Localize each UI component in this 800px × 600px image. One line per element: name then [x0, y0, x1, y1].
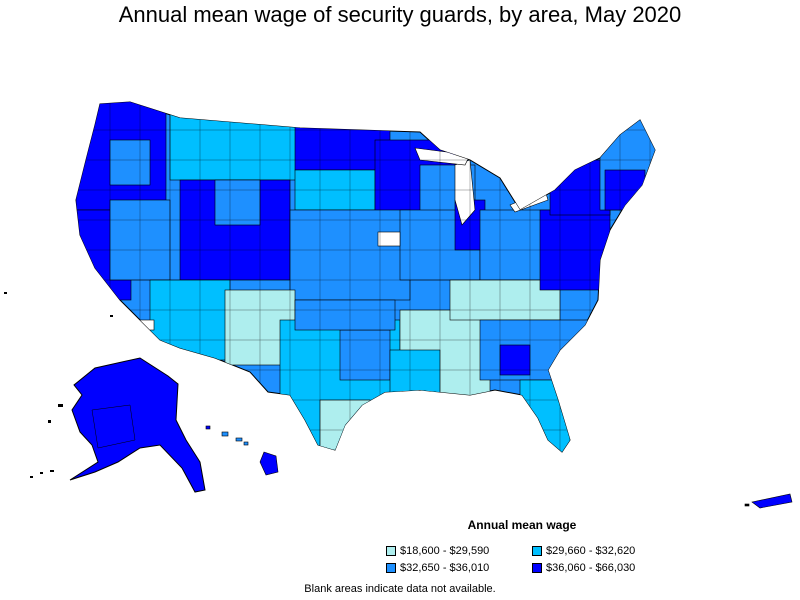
legend-swatch-3 — [386, 563, 396, 573]
legend-title: Annual mean wage — [467, 518, 577, 532]
map-title: Annual mean wage of security guards, by … — [118, 2, 682, 27]
blank-area-iowa — [377, 231, 401, 247]
puerto-rico — [744, 493, 793, 509]
small-island — [4, 292, 7, 294]
legend-swatch-4 — [532, 563, 542, 573]
legend: $18,600 - $29,590 $29,660 - $32,620 $32,… — [386, 544, 686, 575]
legend-item-3: $32,650 - $36,010 — [386, 561, 532, 575]
legend-label-1: $18,600 - $29,590 — [400, 545, 490, 557]
aleutian-islands — [30, 404, 63, 478]
legend-label-2: $29,660 - $32,620 — [546, 545, 636, 557]
blank-areas-note: Blank areas indicate data not available. — [304, 583, 496, 595]
region-atlanta — [499, 344, 531, 376]
legend-swatch-2 — [532, 546, 542, 556]
region-florida — [519, 379, 571, 452]
hawaii — [205, 425, 279, 476]
region-arizona — [149, 279, 231, 361]
region-texas-south — [319, 399, 371, 451]
legend-swatch-1 — [386, 546, 396, 556]
region-georgia-carolinas — [479, 319, 591, 381]
legend-item-1: $18,600 - $29,590 — [386, 544, 532, 558]
legend-label-4: $36,060 - $66,030 — [546, 562, 636, 574]
region-wyoming-mid — [214, 179, 261, 226]
region-oklahoma — [294, 299, 396, 331]
alaska-west-area — [91, 404, 136, 449]
small-island-2 — [110, 315, 113, 317]
legend-item-4: $36,060 - $66,030 — [532, 561, 682, 575]
region-oregon-interior — [109, 139, 151, 186]
blank-area-nevada — [139, 319, 155, 331]
alaska — [69, 357, 206, 493]
region-montana — [169, 109, 301, 181]
region-texas-east — [339, 329, 391, 381]
choropleth-map — [4, 101, 793, 509]
region-louisiana — [389, 349, 441, 396]
legend-label-3: $32,650 - $36,010 — [400, 562, 490, 574]
legend-item-2: $29,660 - $32,620 — [532, 544, 682, 558]
region-indiana-ohio — [479, 209, 551, 281]
